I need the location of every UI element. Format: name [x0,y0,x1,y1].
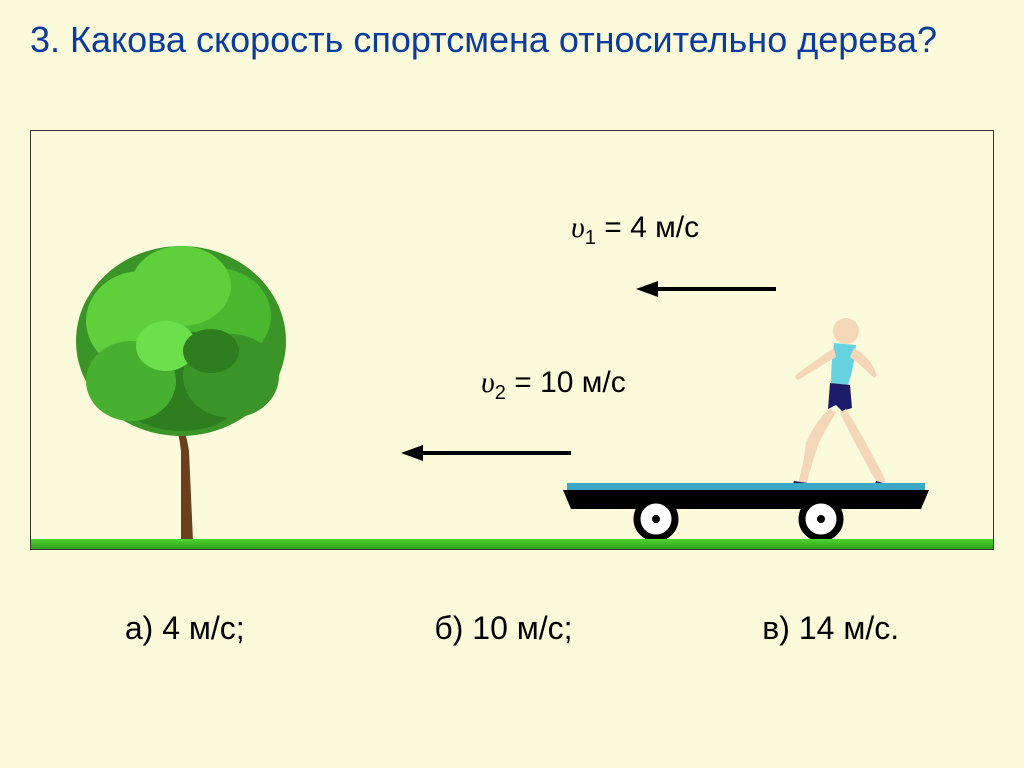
runner-illustration [776,313,896,493]
question-text: 3. Какова скорость спортсмена относитель… [30,18,994,61]
v2-sub: 2 [495,382,506,404]
v1-sub: 1 [585,227,596,249]
ground [31,539,993,549]
velocity-1-label: υ1 = 4 м/с [571,211,699,250]
answer-a: а) 4 м/с; [105,610,265,647]
answer-c: в) 14 м/с. [742,610,919,647]
cart-illustration [561,479,931,539]
v2-symbol: υ [481,366,495,399]
cart-velocity-arrow [401,443,571,453]
tree-illustration [71,231,301,541]
answer-b: б) 10 м/с; [414,610,592,647]
v1-symbol: υ [571,211,585,244]
v2-value: = 10 м/с [506,366,626,399]
velocity-2-label: υ2 = 10 м/с [481,366,626,405]
v1-value: = 4 м/с [596,211,699,244]
scene-panel: υ1 = 4 м/с υ2 = 10 м/с [30,130,994,550]
runner-velocity-arrow [636,279,776,289]
answer-row: а) 4 м/с; б) 10 м/с; в) 14 м/с. [30,610,994,647]
